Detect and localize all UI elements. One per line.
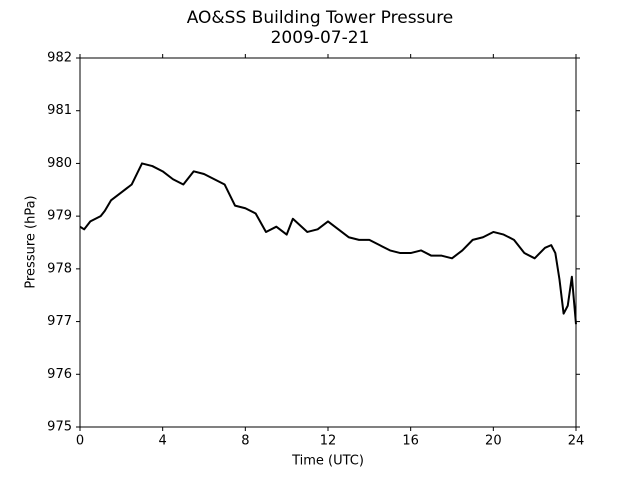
plot-frame	[79, 57, 577, 428]
x-tick-label: 4	[159, 434, 167, 449]
x-axis-label: Time (UTC)	[291, 454, 364, 469]
x-tick-label: 20	[485, 434, 502, 449]
x-tick-label: 12	[320, 434, 337, 449]
x-tick-label: 0	[76, 434, 84, 449]
y-tick-label: 982	[47, 51, 72, 66]
chart-title: AO&SS Building Tower Pressure	[187, 8, 454, 28]
y-tick-label: 977	[47, 314, 72, 329]
y-tick-label: 978	[47, 261, 72, 276]
x-tick-label: 16	[402, 434, 419, 449]
data-line	[79, 162, 577, 325]
chart-subtitle: 2009-07-21	[271, 28, 370, 48]
y-tick-label: 975	[47, 420, 72, 435]
y-tick-label: 976	[47, 367, 72, 382]
y-axis-label: Pressure (hPa)	[24, 195, 39, 288]
x-tick-label: 24	[568, 434, 585, 449]
y-tick-label: 981	[47, 103, 72, 118]
y-tick-label: 980	[47, 156, 72, 171]
x-tick-label: 8	[241, 434, 249, 449]
y-tick-label: 979	[47, 209, 72, 224]
